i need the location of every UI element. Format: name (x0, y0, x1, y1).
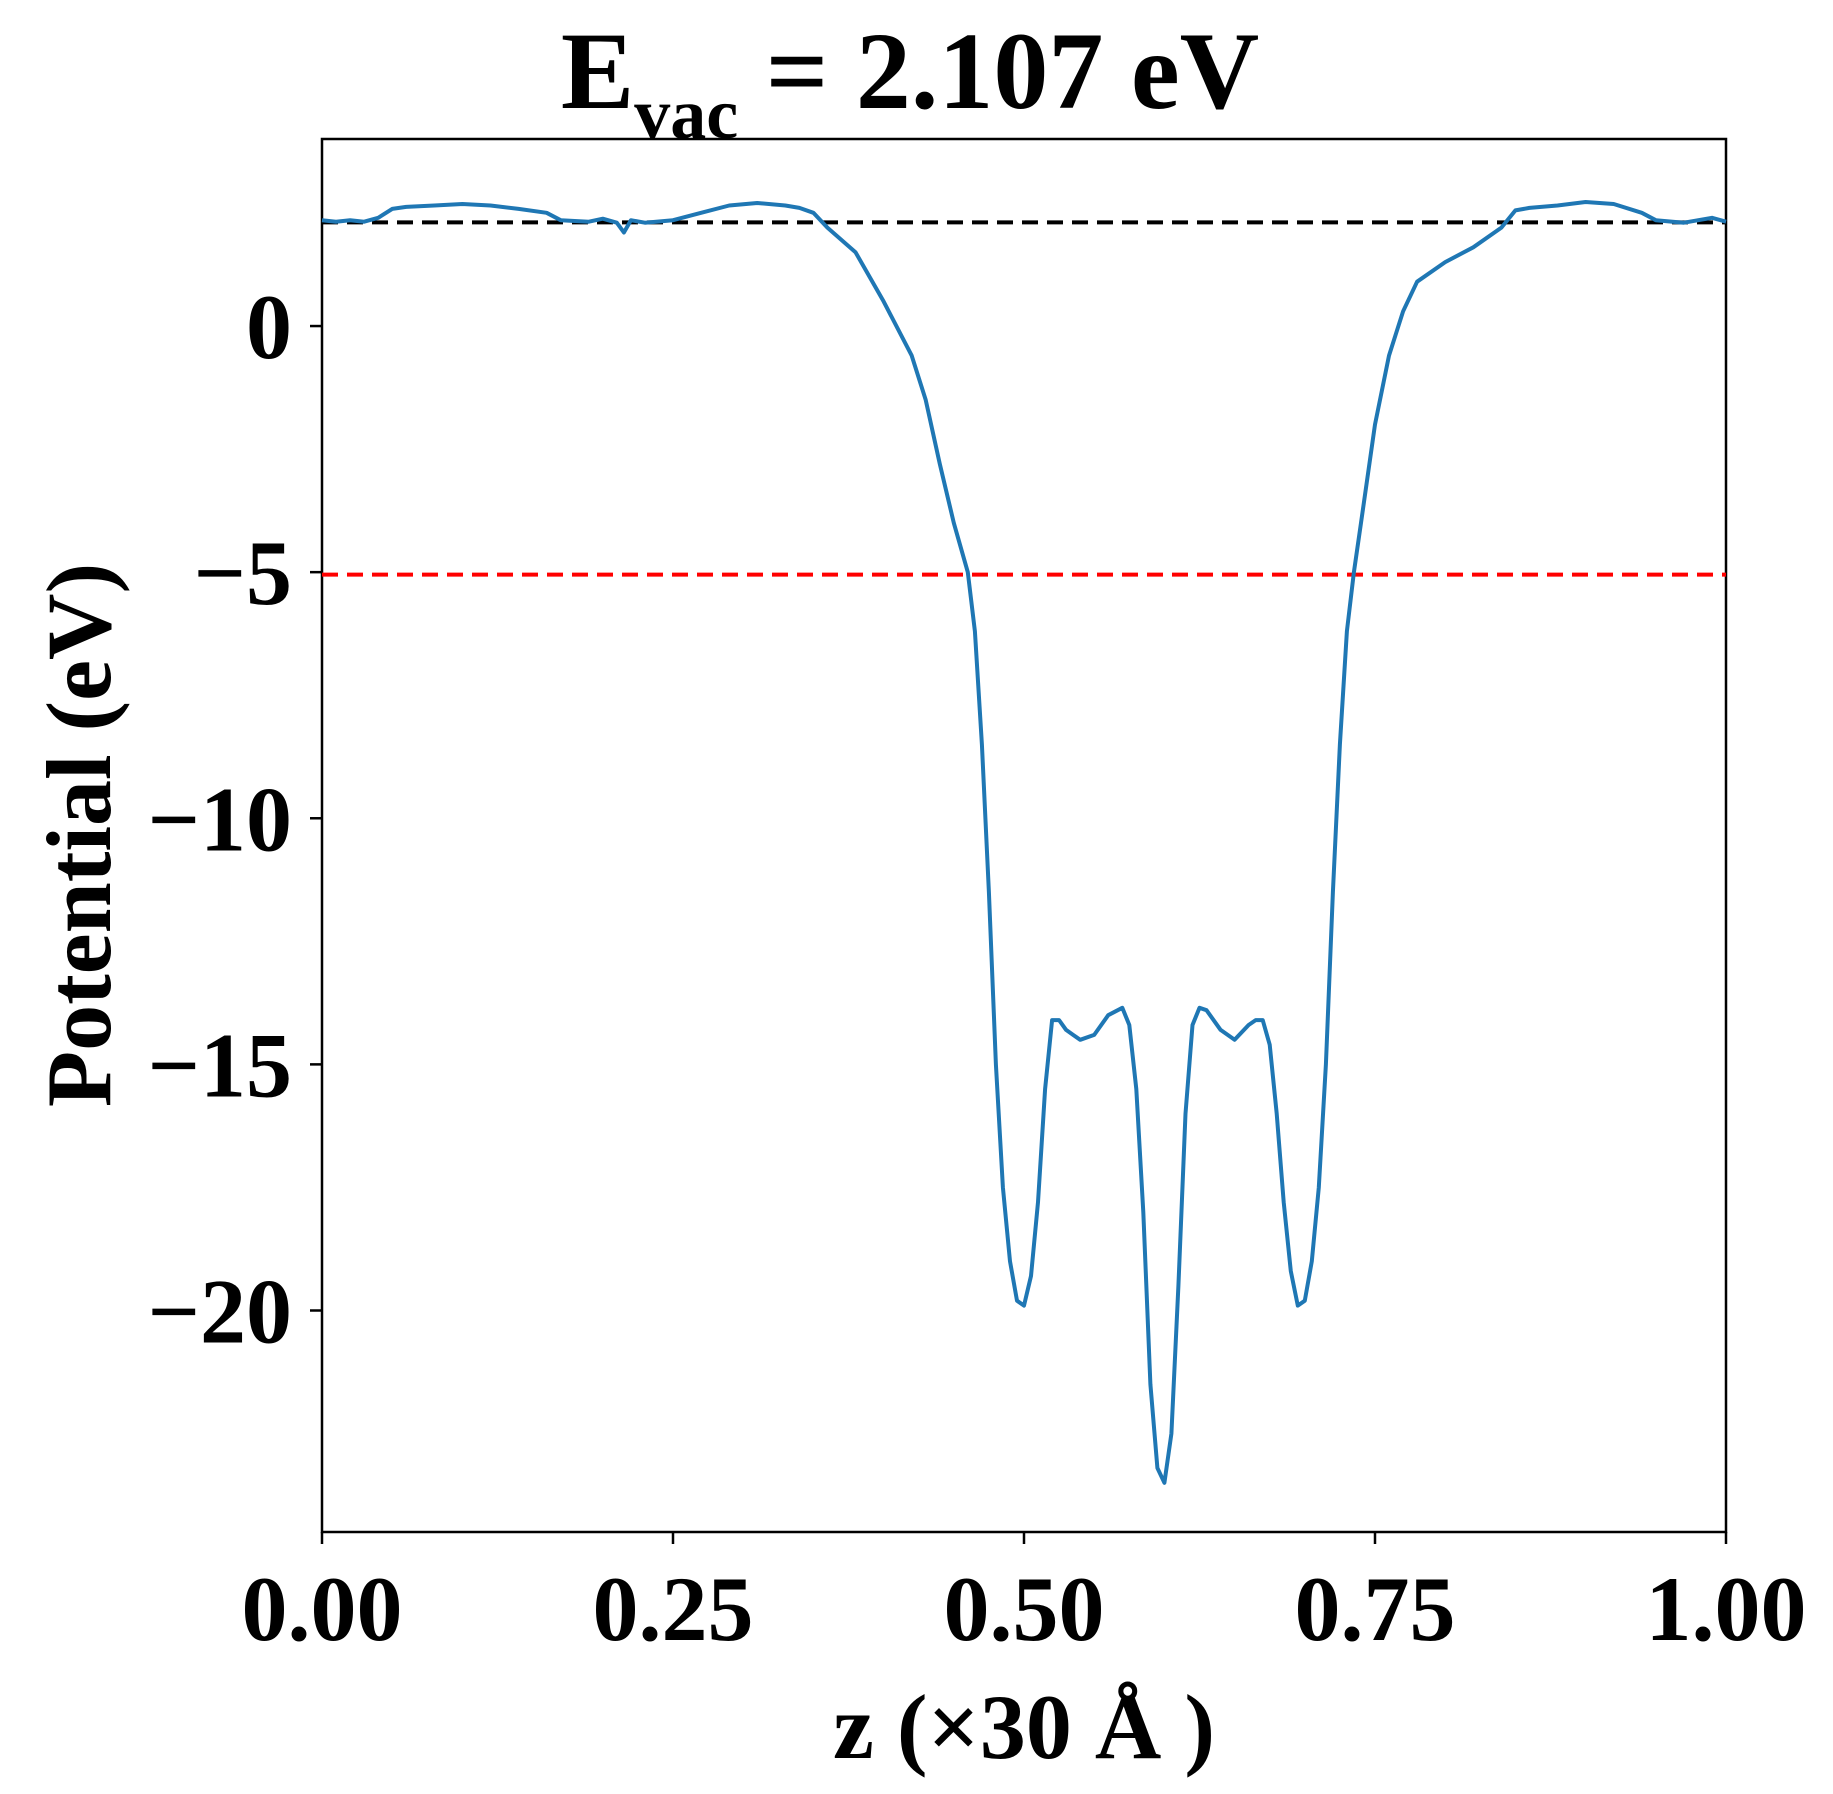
series-layer (321, 200, 1727, 1485)
x-axis-title: z (×30 Å ) (833, 1676, 1215, 1778)
y-tick-label: 0 (246, 276, 292, 378)
x-tick-label: 0.00 (242, 1558, 403, 1660)
x-axis-ticks: 0.00 0.25 0.50 0.75 1.00 (242, 1532, 1807, 1660)
chart-title: Evac = 2.107 eV (561, 10, 1259, 154)
y-tick-label: −20 (148, 1260, 292, 1362)
y-axis-title: Potential (eV) (28, 563, 130, 1107)
x-tick-label: 0.75 (1295, 1558, 1456, 1660)
y-tick-label: −15 (148, 1014, 292, 1116)
y-axis-ticks: 0 −5 −10 −15 −20 (148, 276, 322, 1362)
x-tick-label: 0.50 (944, 1558, 1105, 1660)
x-tick-label: 0.25 (593, 1558, 754, 1660)
potential-series-line (321, 200, 1727, 1485)
reference-lines (322, 220, 1726, 577)
y-tick-label: −5 (194, 522, 292, 624)
y-tick-label: −10 (148, 768, 292, 870)
x-tick-label: 1.00 (1646, 1558, 1807, 1660)
plot-frame (320, 137, 1728, 1534)
